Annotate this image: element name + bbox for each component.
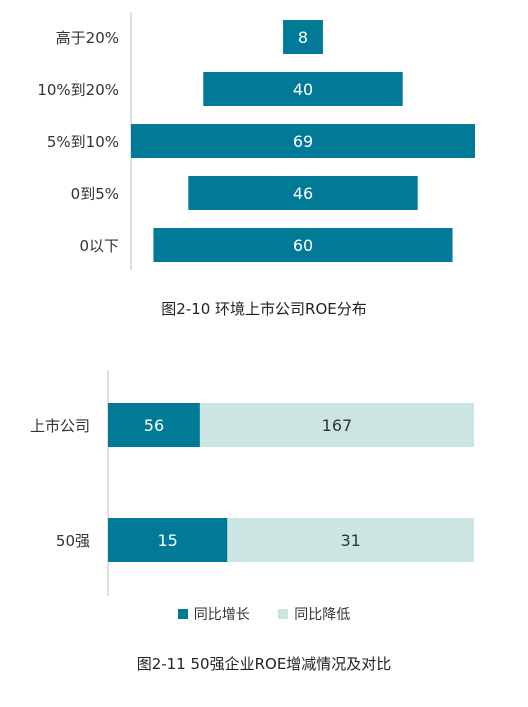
category-label: 10%到20% [37,81,119,99]
legend-swatch-increase [177,609,188,619]
bar [203,72,403,106]
bar-decrease-value: 31 [340,531,360,550]
chart1-caption: 图2-10 环境上市公司ROE分布 [161,300,367,318]
category-label: 50强 [56,532,90,550]
category-label: 0以下 [79,237,119,255]
bar [283,20,323,54]
category-label: 上市公司 [30,417,90,435]
category-label: 5%到10% [47,133,119,151]
legend-swatch-decrease [278,609,289,619]
chart2-legend: 同比增长 同比降低 [0,604,528,624]
bar-value-label: 60 [293,236,313,255]
legend-item-increase: 同比增长 [177,604,250,624]
legend-item-decrease: 同比降低 [278,604,350,624]
bar [188,176,418,210]
bar-increase [108,518,228,562]
legend-label-increase: 同比增长 [193,607,250,623]
bar-increase-value: 56 [144,416,164,435]
bar-value-label: 8 [298,28,308,47]
category-label: 0到5% [71,185,119,203]
bar-value-label: 69 [293,132,313,151]
bar-value-label: 40 [293,80,313,99]
bar-decrease [227,518,474,562]
bar-increase [108,403,200,447]
category-label: 高于20% [56,29,119,47]
chart2-caption: 图2-11 50强企业ROE增减情况及对比 [136,655,392,673]
bar-decrease [199,403,474,447]
bar-increase-value: 15 [157,531,177,550]
legend-label-decrease: 同比降低 [294,607,351,623]
bar-decrease-value: 167 [322,416,353,435]
bar [153,228,453,262]
roe-distribution-chart: 8 高于20% 40 10%到20% 69 5%到10% 46 0到5% 60 0以下 [37,12,475,270]
bar [131,124,475,158]
bar-value-label: 46 [293,184,313,203]
roe-change-chart: 56 167 上市公司 15 31 50强 [30,370,474,596]
